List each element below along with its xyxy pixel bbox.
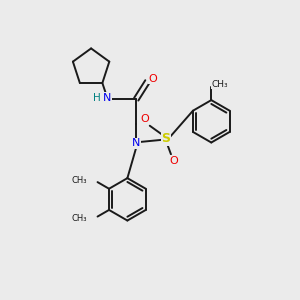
Text: S: S <box>161 133 170 146</box>
Text: N: N <box>103 93 112 103</box>
Text: H: H <box>94 93 101 103</box>
Text: N: N <box>132 138 140 148</box>
Text: O: O <box>148 74 157 84</box>
Text: CH₃: CH₃ <box>72 214 87 223</box>
Text: O: O <box>169 156 178 166</box>
Text: CH₃: CH₃ <box>211 80 228 89</box>
Text: O: O <box>140 114 149 124</box>
Text: CH₃: CH₃ <box>72 176 87 185</box>
